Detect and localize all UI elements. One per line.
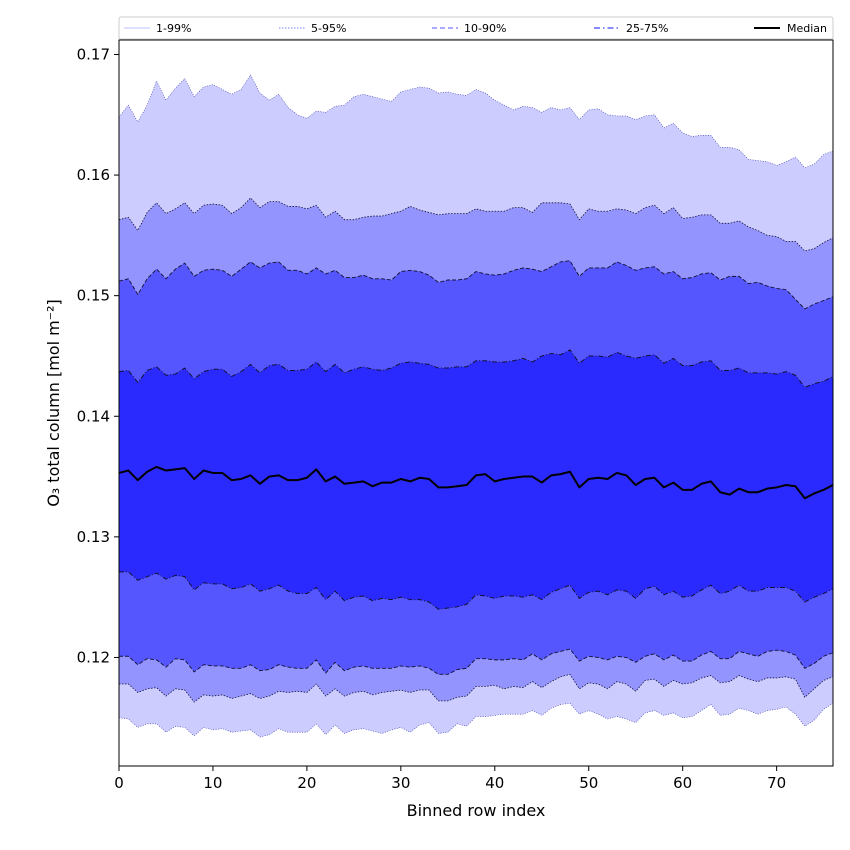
series-line-p1 xyxy=(118,702,834,738)
series-line-p25 xyxy=(119,571,834,610)
legend-entry-5-95: 5-95% xyxy=(279,22,346,35)
band-25-75 xyxy=(119,349,833,610)
y-tick-label: 0.17 xyxy=(77,45,110,63)
legend-label-5-95: 5-95% xyxy=(311,22,346,35)
y-tick-label: 0.12 xyxy=(77,648,110,666)
y-tick-label: 0.16 xyxy=(77,166,110,184)
x-tick-label: 30 xyxy=(391,774,410,792)
y-tick-label: 0.15 xyxy=(77,287,110,305)
x-tick-label: 0 xyxy=(114,774,124,792)
series-line-p99 xyxy=(118,74,834,169)
legend-label-25-75: 25-75% xyxy=(626,22,668,35)
legend-label-1-99: 1-99% xyxy=(156,22,191,35)
median-layer xyxy=(118,465,834,500)
legend-entry-10-90: 10-90% xyxy=(432,22,506,35)
y-axis-ticks: 0.12 0.13 0.14 0.15 0.16 0.17 xyxy=(77,45,119,666)
series-line-p5 xyxy=(119,673,834,703)
legend-label-10-90: 10-90% xyxy=(464,22,506,35)
plot-frame xyxy=(118,39,834,767)
y-axis-label: O₃ total column [mol m⁻²] xyxy=(44,299,63,507)
bands-layer xyxy=(119,74,833,738)
legend-entry-25-75: 25-75% xyxy=(594,22,668,35)
series-line-median xyxy=(118,465,834,500)
legend-frame xyxy=(118,16,834,40)
x-tick-label: 70 xyxy=(767,774,786,792)
x-tick-label: 60 xyxy=(673,774,692,792)
x-tick-label: 50 xyxy=(579,774,598,792)
series-line-p10 xyxy=(119,648,834,675)
legend-entry-median: Median xyxy=(754,22,827,35)
legend-entry-1-99: 1-99% xyxy=(124,22,191,35)
series-line-p75 xyxy=(118,349,834,388)
y-tick-label: 0.13 xyxy=(77,528,110,546)
x-tick-label: 20 xyxy=(297,774,316,792)
series-line-p90 xyxy=(118,260,834,310)
x-axis-label: Binned row index xyxy=(407,801,546,820)
legend: 1-99% 5-95% 10-90% 25-75% Median xyxy=(118,16,834,40)
edges-layer xyxy=(118,74,834,738)
y-tick-label: 0.14 xyxy=(77,407,110,425)
x-tick-label: 40 xyxy=(485,774,504,792)
x-tick-label: 10 xyxy=(203,774,222,792)
x-axis-ticks: 0 10 20 30 40 50 60 70 xyxy=(114,766,786,792)
legend-label-median: Median xyxy=(787,22,827,35)
